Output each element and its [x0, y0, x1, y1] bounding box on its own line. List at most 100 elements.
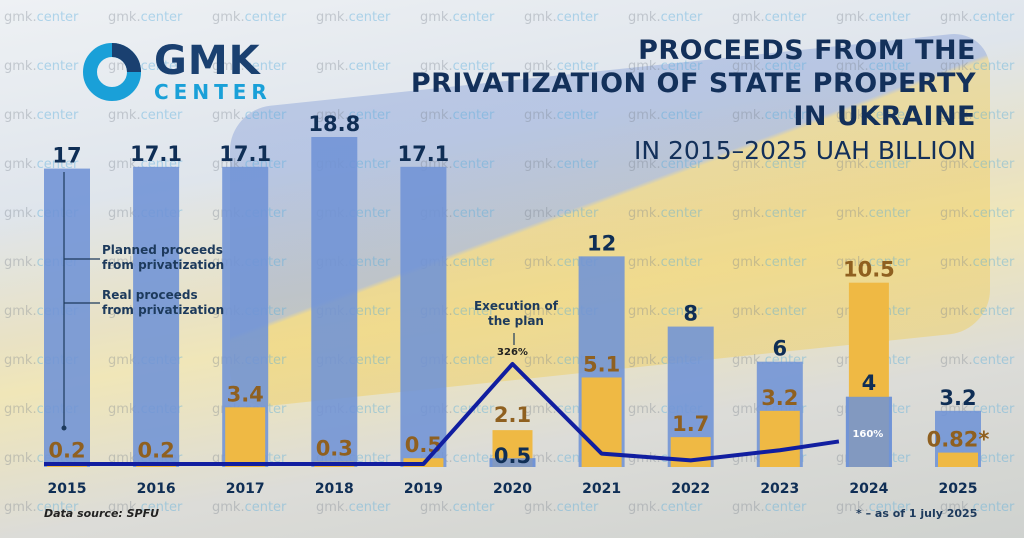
watermark-text: gmk.center: [836, 157, 911, 172]
watermark-text: gmk.center: [628, 304, 703, 319]
real-value-label: 0.2: [137, 438, 174, 462]
title-line-1: PROCEEDS FROM THE: [638, 35, 976, 66]
watermark-text: gmk.center: [940, 500, 1015, 515]
watermark-text: gmk.center: [732, 108, 807, 123]
watermark-text: gmk.center: [940, 255, 1015, 270]
watermark-text: gmk.center: [940, 59, 1015, 74]
legend-leader-lines: [63, 172, 100, 428]
watermark-text: gmk.center: [524, 108, 599, 123]
planned-value-label: 0.5: [494, 444, 531, 468]
real-value-label: 5.1: [583, 352, 620, 376]
execution-label-2020: 326%: [497, 347, 528, 358]
watermark-text: gmk.center: [4, 59, 79, 74]
watermark-text: gmk.center: [940, 206, 1015, 221]
planned-value-label: 17.1: [397, 142, 449, 166]
real-bar: [225, 407, 266, 467]
real-value-label: 2.1: [494, 403, 531, 427]
watermark-text: gmk.center: [628, 255, 703, 270]
planned-bar: [44, 168, 90, 467]
real-value-label: 1.7: [672, 412, 709, 436]
execution-label-2024: 160%: [852, 429, 883, 440]
watermark-text: gmk.center: [732, 59, 807, 74]
year-tick-label: 2018: [315, 481, 354, 497]
watermark-text: gmk.center: [316, 10, 391, 25]
watermark-text: gmk.center: [108, 108, 183, 123]
watermark-text: gmk.center: [212, 10, 287, 25]
watermark-text: gmk.center: [628, 206, 703, 221]
real-value-label: 0.3: [316, 437, 353, 461]
watermark-text: gmk.center: [316, 59, 391, 74]
planned-value-label: 17.1: [130, 142, 182, 166]
watermark-text: gmk.center: [212, 500, 287, 515]
watermark-text: gmk.center: [940, 157, 1015, 172]
watermark-text: gmk.center: [836, 206, 911, 221]
planned-value-label: 3.2: [939, 386, 976, 410]
watermark-text: gmk.center: [420, 59, 495, 74]
planned-value-label: 6: [772, 337, 787, 361]
year-tick-label: 2022: [671, 481, 710, 497]
planned-bar-front: [845, 396, 892, 467]
watermark-text: gmk.center: [212, 108, 287, 123]
watermark-text: gmk.center: [628, 59, 703, 74]
planned-bar: [400, 166, 447, 467]
watermark-text: gmk.center: [524, 206, 599, 221]
watermark-text: gmk.center: [524, 10, 599, 25]
watermark-text: gmk.center: [4, 108, 79, 123]
chart-title: PROCEEDS FROM THE PRIVATIZATION OF STATE…: [411, 34, 976, 169]
watermark-text: gmk.center: [628, 500, 703, 515]
watermark-text: gmk.center: [628, 157, 703, 172]
planned-value-label: 8: [683, 302, 698, 326]
year-tick-label: 2020: [493, 481, 532, 497]
watermark-text: gmk.center: [316, 500, 391, 515]
year-tick-label: 2021: [582, 481, 621, 497]
planned-value-label: 12: [587, 231, 616, 255]
watermark-text: gmk.center: [524, 157, 599, 172]
watermark-text: gmk.center: [732, 157, 807, 172]
watermark-text: gmk.center: [732, 10, 807, 25]
logo-ring-icon: [83, 43, 141, 101]
planned-value-label: 17.1: [219, 142, 271, 166]
watermark-text: gmk.center: [836, 500, 911, 515]
watermark-text: gmk.center: [732, 255, 807, 270]
watermark-text: gmk.center: [732, 500, 807, 515]
watermark-text: gmk.center: [732, 304, 807, 319]
planned-value-label: 17: [52, 144, 81, 168]
data-source: Data source: SPFU: [44, 507, 160, 520]
title-line-3: IN UKRAINE: [793, 101, 976, 132]
year-tick-label: 2025: [939, 481, 978, 497]
legend-real: Real proceeds from privatization: [102, 288, 225, 317]
watermark-text: gmk.center: [212, 59, 287, 74]
real-bar: [938, 452, 978, 467]
watermark-text: gmk.center: [108, 500, 183, 515]
watermark-text: gmk.center: [420, 500, 495, 515]
real-bar: [759, 410, 800, 467]
legend-execution: Execution of the plan: [473, 299, 558, 328]
watermark-text: gmk.center: [108, 10, 183, 25]
year-tick-label: 2023: [760, 481, 799, 497]
watermark-text: gmk.center: [940, 304, 1015, 319]
watermark-text: gmk.center: [940, 108, 1015, 123]
watermark-text: gmk.center: [4, 157, 79, 172]
planned-value-label: 4: [862, 371, 877, 395]
watermark-text: gmk.center: [4, 10, 79, 25]
watermark-text: gmk.center: [940, 10, 1015, 25]
watermark-text: gmk.center: [836, 108, 911, 123]
year-tick-label: 2016: [137, 481, 176, 497]
chart-subtitle: IN 2015–2025 UAH BILLION: [634, 136, 976, 165]
logo-text-center: CENTER: [154, 80, 272, 104]
watermark-text: gmk.center: [940, 353, 1015, 368]
planned-bar-front: [489, 458, 536, 467]
year-tick-label: 2019: [404, 481, 443, 497]
real-value-label: 0.5: [405, 433, 442, 457]
planned-bar: [311, 137, 358, 467]
legend-planned: Planned proceeds from privatization: [102, 243, 225, 272]
watermark-text: gmk.center: [316, 108, 391, 123]
year-tick-label: 2017: [226, 481, 265, 497]
watermark-text: gmk.center: [524, 59, 599, 74]
gmk-center-logo: GMK CENTER: [80, 40, 272, 104]
year-tick-label: 2024: [849, 481, 888, 497]
execution-line: [44, 361, 840, 466]
real-value-label: 10.5: [843, 258, 895, 282]
watermark-text: gmk.center: [836, 255, 911, 270]
